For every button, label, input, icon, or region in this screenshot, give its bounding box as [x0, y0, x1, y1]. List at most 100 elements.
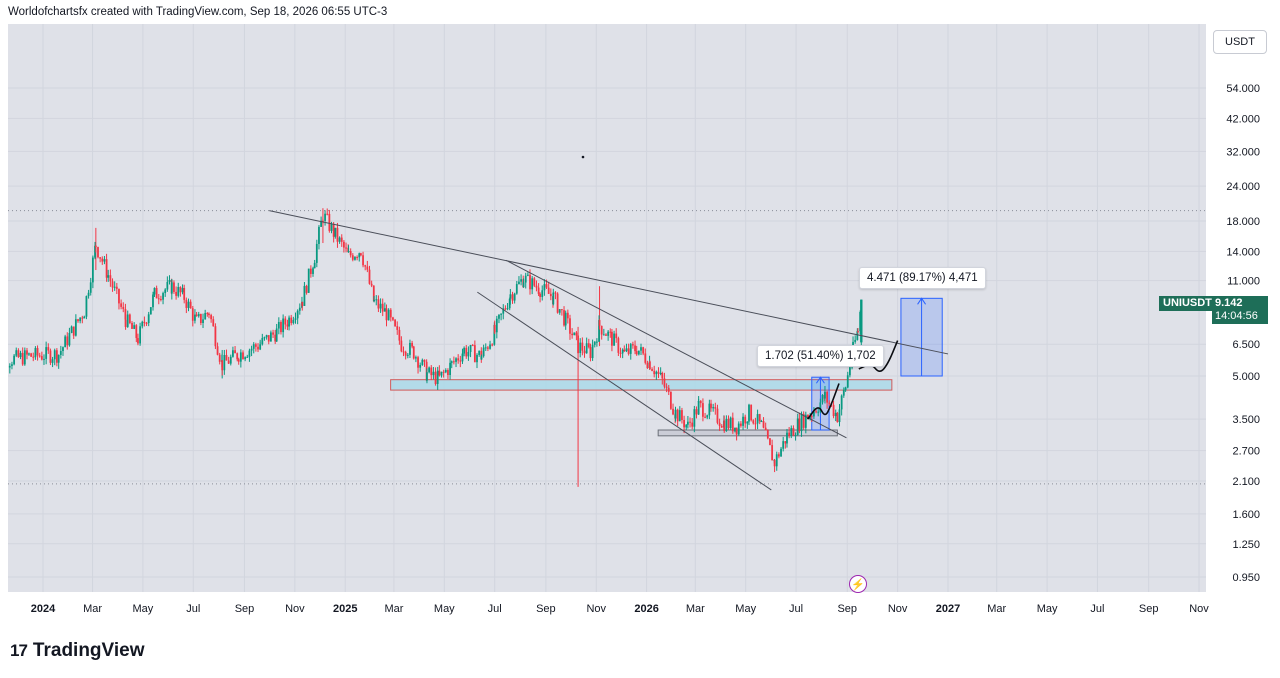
zone-rectangle[interactable]	[657, 429, 838, 437]
candle-body	[849, 367, 851, 376]
candle-body	[26, 350, 28, 355]
candle-body	[581, 342, 584, 351]
candle-body	[250, 348, 253, 351]
candle-body	[526, 274, 529, 276]
candle-body	[301, 301, 304, 306]
candle-body	[204, 313, 207, 320]
candle-body	[254, 344, 257, 347]
candle-body	[303, 285, 306, 306]
candle-body	[377, 299, 380, 309]
bar-countdown: 14:04:56	[1215, 310, 1258, 322]
candle-body	[634, 345, 636, 352]
candle-body	[239, 352, 242, 362]
candle-body	[229, 356, 232, 364]
candle-body	[520, 279, 522, 282]
candle-body	[434, 371, 437, 384]
candle-body	[320, 220, 323, 227]
candle-body	[261, 337, 264, 345]
candle-body	[265, 335, 268, 338]
candle-body	[49, 350, 52, 363]
last-price-value: 9.142	[1215, 297, 1243, 309]
candle-body	[444, 370, 447, 373]
candle-body	[81, 317, 84, 319]
candle-body	[118, 288, 120, 304]
candle-body	[87, 292, 90, 297]
candle-body	[225, 354, 228, 361]
candle-body	[635, 351, 638, 355]
marker-dot	[581, 155, 585, 159]
candle-body	[585, 343, 588, 354]
trend-line[interactable]	[269, 210, 949, 355]
candle-body	[259, 344, 262, 346]
candle-body	[199, 313, 202, 323]
chart-area[interactable]: 54.000 42.000 32.000 24.000 18.000 14.000 11.0…	[8, 24, 1271, 622]
candle-body	[802, 413, 805, 428]
candle-body	[259, 344, 262, 350]
candle-body	[290, 317, 293, 324]
candle-body	[708, 403, 711, 416]
candle-body	[735, 427, 738, 435]
candle-body	[623, 349, 626, 352]
candle-body	[689, 421, 691, 423]
time-tick-label: Nov	[888, 603, 908, 615]
candle-body	[655, 371, 658, 375]
candle-body	[571, 333, 574, 336]
candle-body	[315, 243, 318, 263]
candle-body	[766, 430, 769, 439]
candle-body	[583, 350, 586, 354]
candle-body	[307, 268, 310, 293]
chart-attribution: Worldofchartsfx created with TradingView…	[8, 6, 388, 18]
price-axis[interactable]: 54.000 42.000 32.000 24.000 18.000 14.000 11.0…	[1226, 83, 1260, 584]
candle-body	[657, 371, 660, 374]
time-tick-label: Jul	[1090, 603, 1104, 615]
candle-body	[183, 288, 186, 300]
candle-body	[573, 332, 576, 336]
trend-line[interactable]	[477, 291, 772, 491]
candle-body	[566, 312, 569, 319]
candle-body	[72, 326, 75, 336]
candle-body	[120, 303, 123, 307]
plot-background	[8, 24, 1206, 592]
price-chart[interactable]: 54.000 42.000 32.000 24.000 18.000 14.000 11.0…	[8, 24, 1271, 622]
candle-body	[661, 372, 664, 379]
candle-body	[354, 257, 356, 260]
zone-rectangle[interactable]	[390, 379, 893, 391]
price-tick-label: 32.000	[1226, 146, 1260, 158]
candle-body	[133, 325, 136, 329]
lightning-icon[interactable]: ⚡	[849, 575, 867, 593]
time-axis[interactable]: 2024 Mar May Jul Sep Nov 2025 Mar May Jul Sep Nov 20…	[31, 603, 1210, 615]
currency-badge[interactable]: USDT	[1213, 30, 1267, 54]
measure-arrow-head	[816, 376, 825, 384]
candle-body	[122, 306, 125, 310]
candle-body	[197, 313, 200, 317]
candle-body	[421, 359, 424, 365]
time-tick-label: May	[735, 603, 756, 615]
candle-body	[569, 318, 571, 334]
candle-body	[450, 361, 453, 363]
candle-body	[221, 360, 224, 371]
candle-body	[712, 407, 715, 409]
candle-body	[720, 425, 723, 428]
time-tick-label: Jul	[789, 603, 803, 615]
candle-body	[493, 324, 496, 333]
candle-body	[202, 319, 204, 323]
candle-body	[195, 314, 198, 317]
candle-body	[409, 342, 411, 355]
trend-line[interactable]	[506, 259, 847, 439]
projection-curve[interactable]	[806, 383, 840, 420]
candle-body	[750, 404, 753, 421]
tradingview-logo[interactable]: 17 TradingView	[10, 640, 145, 662]
candle-body	[267, 335, 270, 342]
candle-body	[141, 321, 144, 327]
candle-body	[426, 372, 428, 381]
candle-body	[478, 350, 481, 355]
candle-body	[137, 338, 139, 344]
candle-body	[223, 354, 226, 371]
candle-body	[187, 301, 190, 308]
candle-body	[558, 309, 561, 313]
candle-body	[59, 351, 62, 355]
candle-body	[529, 274, 531, 290]
candle-body	[642, 347, 645, 354]
candle-body	[340, 237, 343, 242]
candle-body	[491, 344, 494, 346]
